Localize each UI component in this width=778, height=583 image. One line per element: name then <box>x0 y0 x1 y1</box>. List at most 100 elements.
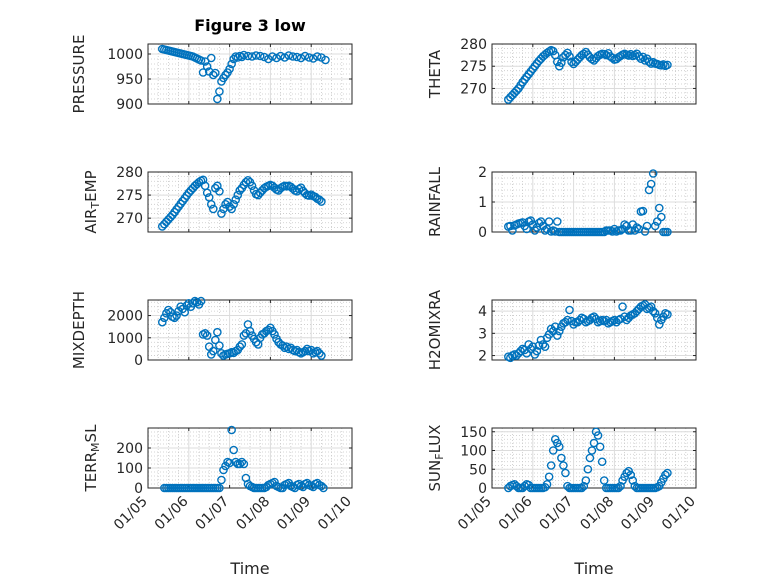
y-tick-label-pressure: 950 <box>116 72 143 88</box>
data-point <box>188 299 198 308</box>
data-point <box>227 425 236 435</box>
data-point <box>587 446 597 455</box>
data-point <box>557 453 566 463</box>
y-axis-label-mixdepth: MIXDEPTH <box>70 291 88 369</box>
data-point <box>208 204 218 214</box>
data-point <box>172 311 181 320</box>
y-tick-label-rainfall: 2 <box>478 165 487 181</box>
minor-grid-theta <box>492 43 696 104</box>
data-point <box>648 306 658 316</box>
data-point <box>239 50 249 60</box>
data-point <box>317 197 326 206</box>
data-point <box>237 340 247 349</box>
data-point <box>616 226 625 235</box>
data-point <box>200 57 210 66</box>
data-point <box>552 217 562 226</box>
data-point <box>247 181 257 191</box>
y-tick-label-rainfall: 1 <box>478 195 487 211</box>
data-point <box>654 203 664 213</box>
data-point <box>213 94 222 104</box>
y-tick-label-air_temp: 270 <box>116 211 143 227</box>
data-point <box>288 52 298 61</box>
data-point <box>642 221 652 231</box>
x-tick-label: 01/06 <box>496 493 536 533</box>
y-tick-label-theta: 270 <box>460 81 487 97</box>
data-point <box>268 52 277 61</box>
y-tick-label-sun_flux: 150 <box>460 425 487 441</box>
y-axis-label-rainfall: RAINFALL <box>426 166 444 237</box>
subplot-terr_msl: 0 100 200 TERRMSL 01/05 01/06 01/07 01/08 01/09 0… <box>82 424 355 533</box>
data-point <box>237 52 247 62</box>
data-point <box>233 190 243 200</box>
y-tick-label-pressure: 900 <box>116 97 143 113</box>
data-point <box>215 87 224 96</box>
data-point <box>251 51 261 60</box>
data-point <box>225 64 234 74</box>
data-point <box>654 320 664 329</box>
data-point <box>315 195 324 204</box>
data-point <box>302 344 312 354</box>
data-point <box>616 314 625 324</box>
data-point <box>632 223 642 232</box>
data-point <box>657 212 666 222</box>
data-point <box>638 206 648 216</box>
data-point <box>202 62 212 71</box>
data-point <box>646 179 656 189</box>
y-tick-label-terr_msl: 0 <box>134 481 143 497</box>
subplot-mixdepth: 0 1000 2000 MIXDEPTH <box>70 291 353 369</box>
data-point <box>237 457 247 467</box>
x-tick-label: 01/10 <box>659 494 699 534</box>
data-point <box>569 320 578 329</box>
y-axis-label-air_temp: AIRTEMP <box>82 170 102 233</box>
data-point <box>160 313 169 323</box>
x-tick-label: 01/05 <box>111 494 151 534</box>
data-point <box>550 227 560 236</box>
x-tick-label: 01/06 <box>152 493 192 533</box>
data-point <box>225 458 234 468</box>
x-tick-label: 01/08 <box>577 494 617 534</box>
data-point <box>235 459 245 469</box>
data-point <box>206 200 216 209</box>
y-tick-label-pressure: 1000 <box>107 47 143 63</box>
data-point <box>213 181 222 191</box>
data-point <box>217 349 226 358</box>
x-tick-label: 01/07 <box>537 494 577 534</box>
data-point <box>522 224 531 234</box>
data-point <box>264 325 273 335</box>
data-point <box>300 51 310 61</box>
data-point <box>272 53 281 63</box>
data-point <box>622 468 631 478</box>
data-point <box>589 312 599 321</box>
data-point <box>646 59 656 68</box>
data-point <box>614 483 623 493</box>
data-point <box>559 461 568 470</box>
data-point <box>663 310 672 319</box>
data-point <box>235 186 245 195</box>
data-point <box>555 442 564 452</box>
data-point <box>548 446 558 455</box>
data-point <box>259 52 269 62</box>
axes-box-h2omixra <box>491 299 697 361</box>
data-point <box>589 438 599 448</box>
data-point <box>616 481 625 491</box>
data-point <box>280 53 289 62</box>
y-tick-label-mixdepth: 0 <box>134 353 143 369</box>
data-point <box>620 220 629 229</box>
series-mixdepth <box>157 296 326 360</box>
y-tick-label-rainfall: 0 <box>478 225 487 241</box>
data-point <box>552 57 562 67</box>
data-point <box>202 188 212 198</box>
data-point <box>317 481 326 491</box>
axes-box-air_temp <box>147 171 353 233</box>
data-point <box>532 346 542 356</box>
subplot-pressure: 900 950 1000 PRESSURE <box>70 35 353 113</box>
data-point <box>626 49 636 59</box>
y-tick-label-h2omixra: 3 <box>478 326 487 342</box>
data-point <box>565 52 574 61</box>
data-point <box>540 226 550 235</box>
data-point <box>229 200 238 209</box>
data-point <box>640 227 650 236</box>
data-point <box>174 306 183 316</box>
data-point <box>200 329 210 338</box>
